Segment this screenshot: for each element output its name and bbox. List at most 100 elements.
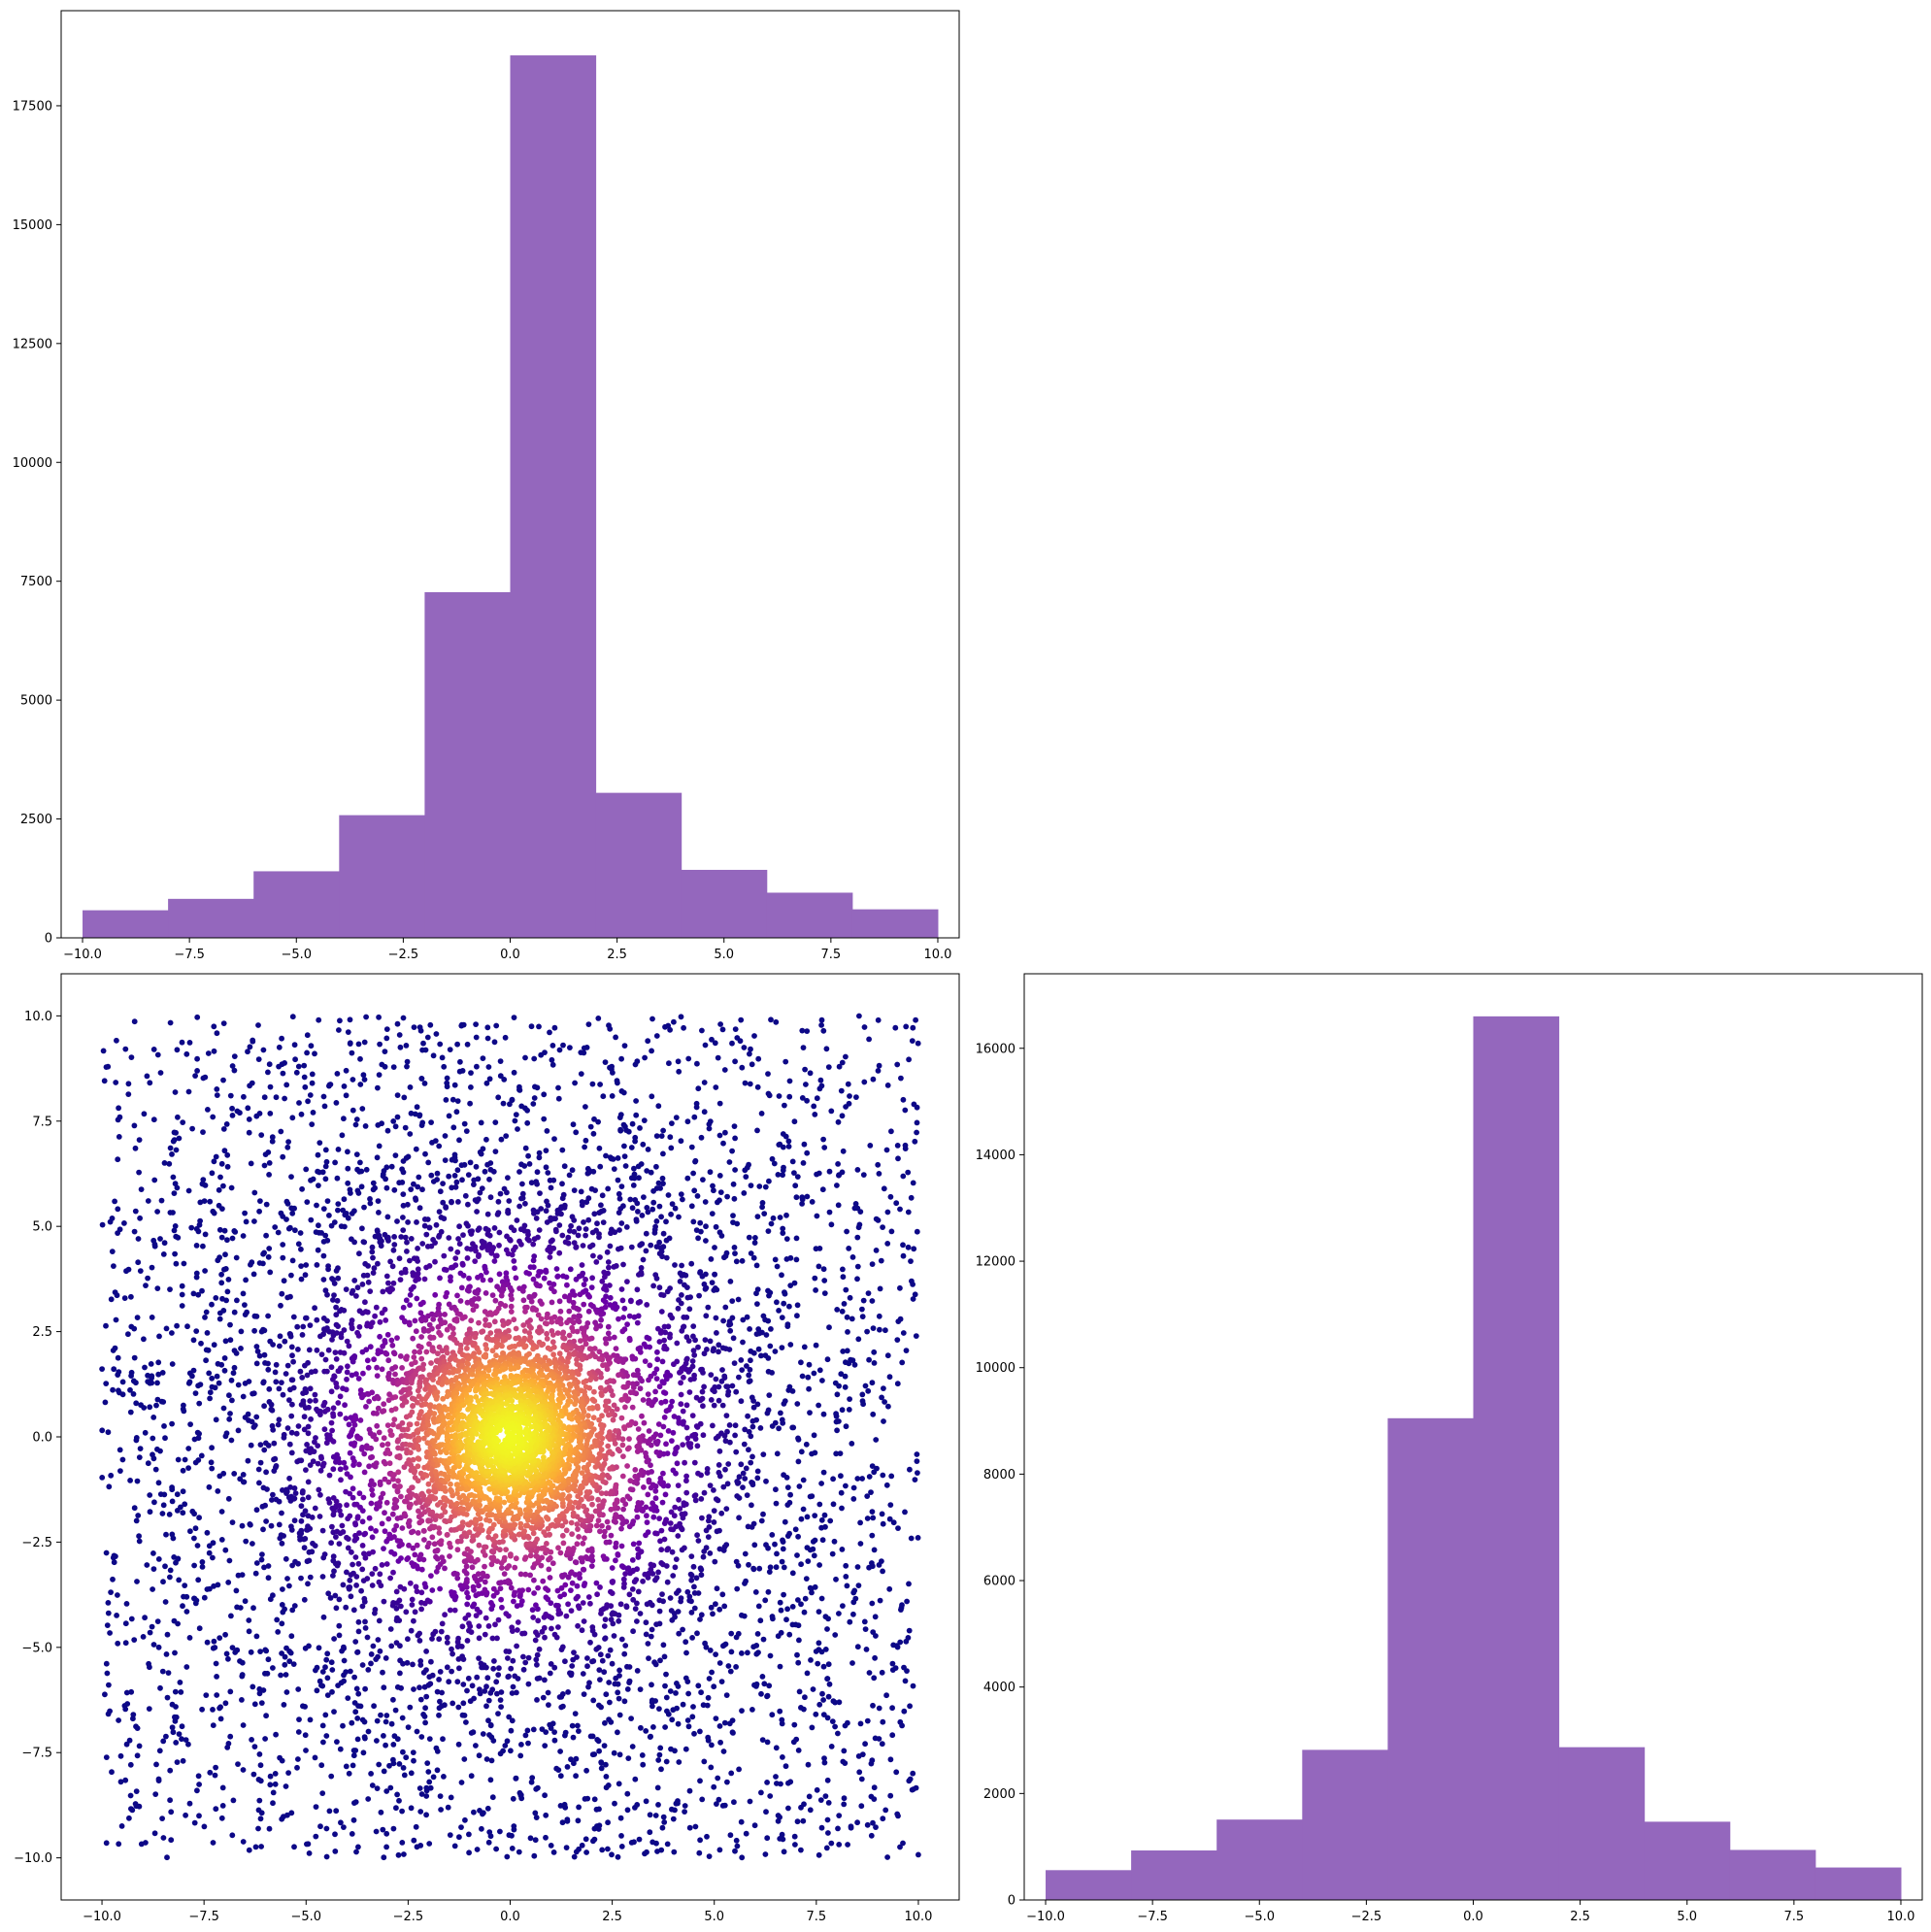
scatter-point xyxy=(866,1564,872,1571)
scatter-point xyxy=(881,1385,886,1391)
scatter-point xyxy=(361,1039,368,1046)
scatter-point xyxy=(654,1356,661,1363)
scatter-point xyxy=(593,1259,600,1265)
scatter-point xyxy=(644,1513,649,1519)
scatter-point xyxy=(196,1400,203,1407)
scatter-point xyxy=(401,1772,408,1779)
scatter-point xyxy=(553,1602,559,1609)
scatter-point xyxy=(383,1026,390,1032)
scatter-point xyxy=(274,1616,281,1623)
scatter-point xyxy=(866,1036,872,1043)
scatter-point xyxy=(490,1665,497,1672)
scatter-point xyxy=(360,1072,367,1079)
scatter-point xyxy=(901,1664,907,1671)
scatter-point xyxy=(756,1565,763,1572)
scatter-point xyxy=(622,1571,628,1577)
scatter-point xyxy=(323,1733,330,1739)
scatter-point xyxy=(390,1247,397,1253)
scatter-point xyxy=(270,1342,276,1348)
scatter-point xyxy=(695,1538,702,1544)
scatter-point xyxy=(173,1147,180,1153)
scatter-point xyxy=(486,1076,493,1083)
scatter-point xyxy=(807,1410,813,1416)
scatter-point xyxy=(688,1577,695,1583)
scatter-point xyxy=(577,1575,583,1582)
scatter-point xyxy=(730,1335,737,1342)
scatter-point xyxy=(858,1803,865,1810)
scatter-point xyxy=(535,1584,541,1591)
scatter-point xyxy=(296,1100,302,1106)
scatter-point xyxy=(255,1807,262,1814)
scatter-point xyxy=(562,1729,569,1736)
scatter-point xyxy=(377,1571,383,1578)
scatter-point xyxy=(289,1607,296,1614)
scatter-point xyxy=(367,1344,374,1350)
scatter-point xyxy=(632,1606,639,1612)
scatter-point xyxy=(241,1479,248,1485)
scatter-point xyxy=(721,1603,728,1610)
scatter-point xyxy=(350,1358,356,1365)
scatter-point xyxy=(410,1545,416,1551)
scatter-point xyxy=(426,1841,433,1847)
scatter-point xyxy=(836,1063,843,1070)
scatter-point xyxy=(644,1334,650,1341)
scatter-point xyxy=(150,1566,157,1572)
scatter-point xyxy=(661,1536,668,1543)
scatter-point xyxy=(182,1456,188,1463)
scatter-point xyxy=(688,1610,695,1616)
scatter-point xyxy=(656,1706,662,1712)
scatter-point xyxy=(400,1169,407,1176)
scatter-point xyxy=(427,1784,434,1791)
scatter-point xyxy=(714,1585,720,1592)
scatter-point xyxy=(310,1110,316,1116)
scatter-point xyxy=(796,1483,803,1489)
scatter-point xyxy=(204,1639,211,1646)
scatter-point xyxy=(207,1395,214,1402)
scatter-point xyxy=(897,1718,904,1725)
scatter-point xyxy=(711,1287,717,1293)
scatter-point xyxy=(482,1586,488,1593)
scatter-point xyxy=(648,1506,654,1512)
scatter-point xyxy=(581,1618,587,1624)
scatter-point xyxy=(153,1402,159,1409)
scatter-point xyxy=(534,1661,540,1668)
scatter-point xyxy=(211,1158,217,1165)
scatter-point xyxy=(108,1296,115,1303)
scatter-point xyxy=(365,1263,371,1269)
scatter-point xyxy=(221,1367,228,1374)
scatter-point xyxy=(336,1503,343,1509)
scatter-point xyxy=(724,1481,731,1487)
scatter-point xyxy=(912,1477,918,1482)
scatter-point xyxy=(131,1637,138,1643)
scatter-point xyxy=(555,1084,561,1091)
scatter-point xyxy=(362,1530,369,1537)
scatter-point xyxy=(387,1575,393,1582)
scatter-point xyxy=(201,1198,208,1204)
scatter-point xyxy=(357,1703,364,1710)
scatter-point xyxy=(471,1177,478,1183)
scatter-point xyxy=(187,1421,194,1427)
scatter-point xyxy=(476,1623,483,1629)
scatter-point xyxy=(370,1643,377,1649)
scatter-point xyxy=(261,1447,268,1453)
scatter-point xyxy=(341,1116,347,1122)
scatter-point xyxy=(371,1265,378,1272)
scatter-point xyxy=(498,1136,505,1143)
x-tick-label: 7.5 xyxy=(821,948,842,962)
scatter-point xyxy=(785,1138,792,1145)
scatter-point xyxy=(468,1070,474,1076)
scatter-point xyxy=(180,1510,186,1516)
scatter-point xyxy=(331,1568,337,1575)
scatter-point xyxy=(715,1199,720,1206)
scatter-point xyxy=(866,1670,873,1676)
scatter-point xyxy=(487,1277,494,1283)
scatter-point xyxy=(364,1309,371,1316)
scatter-point xyxy=(713,1223,719,1230)
scatter-point xyxy=(353,1151,360,1157)
scatter-point xyxy=(495,1672,502,1678)
scatter-point xyxy=(279,1620,285,1627)
scatter-point xyxy=(345,1215,351,1221)
scatter-point xyxy=(639,1413,645,1419)
scatter-point xyxy=(444,1634,450,1641)
